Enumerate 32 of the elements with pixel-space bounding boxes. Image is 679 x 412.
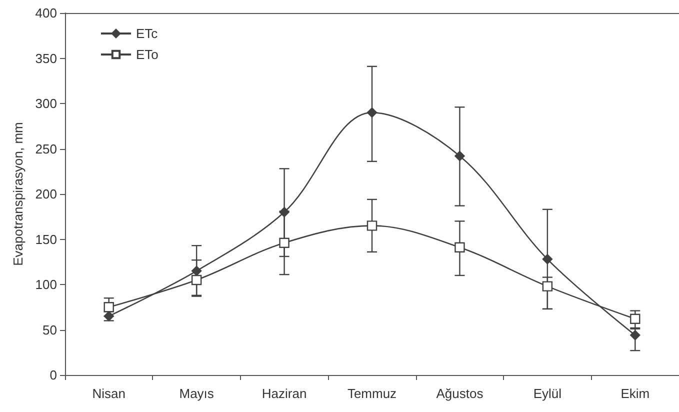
point	[279, 207, 290, 218]
point	[366, 107, 378, 118]
legend-label: ETc	[136, 26, 158, 41]
point	[454, 150, 465, 162]
point	[454, 242, 465, 252]
x-tick-label: Haziran	[262, 386, 307, 401]
point	[542, 281, 553, 292]
y-axis-title: Evapotranspirasyon, mm	[10, 122, 26, 266]
point	[366, 220, 378, 231]
y-tick-label: 350	[35, 50, 57, 66]
y-tick-label: 150	[35, 232, 57, 247]
point	[542, 254, 553, 264]
point	[630, 330, 640, 340]
point	[191, 266, 202, 276]
y-tick-label: 300	[35, 96, 57, 111]
point	[630, 314, 640, 324]
x-tick-label: Ekim	[620, 386, 650, 401]
y-tick-label: 0	[50, 368, 57, 382]
legend-label: ETo	[136, 47, 158, 62]
y-tick-label: 100	[35, 277, 57, 292]
x-tick-label: Temmuz	[347, 386, 397, 401]
y-tick-label: 50	[42, 322, 57, 338]
x-tick-label: Ağustos	[436, 386, 484, 401]
x-tick-label: Eylül	[533, 386, 562, 401]
y-tick-label: 400	[35, 6, 57, 20]
x-tick-label: Nisan	[92, 386, 126, 401]
x-tick-label: Mayıs	[179, 386, 214, 401]
y-tick-label: 200	[35, 186, 57, 202]
y-tick-label: 250	[35, 141, 57, 156]
point	[104, 302, 114, 312]
point	[279, 238, 290, 248]
point	[191, 274, 202, 286]
